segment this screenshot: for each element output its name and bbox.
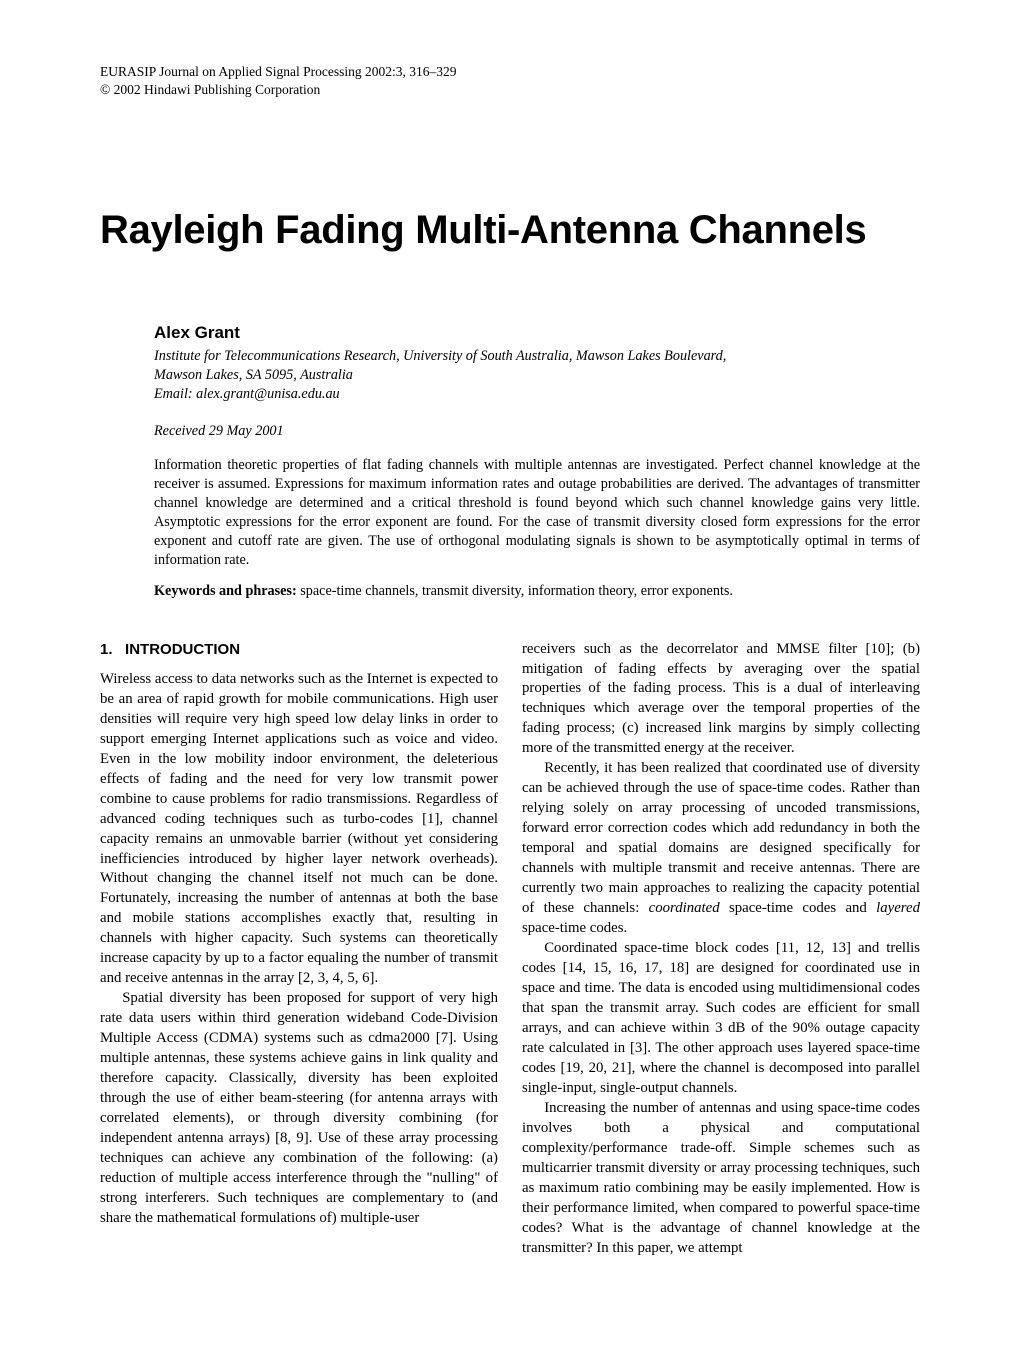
body-text-italic: layered xyxy=(876,900,920,916)
body-text: space-time codes and xyxy=(720,900,877,916)
author-email: alex.grant@unisa.edu.au xyxy=(196,386,339,402)
body-paragraph: Coordinated space-time block codes [11, … xyxy=(522,939,920,1099)
keywords-text: space-time channels, transmit diversity,… xyxy=(297,583,733,599)
section-title: INTRODUCTION xyxy=(125,641,240,658)
author-name: Alex Grant xyxy=(154,323,920,343)
affiliation-line-2: Mawson Lakes, SA 5095, Australia xyxy=(154,367,353,383)
author-block: Alex Grant Institute for Telecommunicati… xyxy=(154,323,920,405)
received-date: Received 29 May 2001 xyxy=(154,423,920,440)
author-affiliation: Institute for Telecommunications Researc… xyxy=(154,347,920,405)
body-text: space-time codes. xyxy=(522,920,627,936)
paper-title: Rayleigh Fading Multi-Antenna Channels xyxy=(100,208,920,253)
abstract-text: Information theoretic properties of flat… xyxy=(154,456,920,571)
section-number: 1. xyxy=(100,641,113,658)
keywords-label: Keywords and phrases: xyxy=(154,583,297,599)
section-1-heading: 1. INTRODUCTION xyxy=(100,640,498,660)
keywords-line: Keywords and phrases: space-time channel… xyxy=(154,583,920,600)
body-text: Recently, it has been realized that coor… xyxy=(522,760,920,916)
email-label: Email: xyxy=(154,386,196,402)
body-paragraph: Increasing the number of antennas and us… xyxy=(522,1099,920,1259)
journal-line: EURASIP Journal on Applied Signal Proces… xyxy=(100,64,920,80)
body-paragraph: receivers such as the decorrelator and M… xyxy=(522,640,920,760)
body-paragraph: Wireless access to data networks such as… xyxy=(100,670,498,990)
copyright-line: © 2002 Hindawi Publishing Corporation xyxy=(100,82,920,98)
body-paragraph: Recently, it has been realized that coor… xyxy=(522,759,920,939)
paper-page: EURASIP Journal on Applied Signal Proces… xyxy=(0,0,1020,1319)
body-columns: 1. INTRODUCTION Wireless access to data … xyxy=(100,640,920,1259)
body-paragraph: Spatial diversity has been proposed for … xyxy=(100,989,498,1229)
affiliation-line-1: Institute for Telecommunications Researc… xyxy=(154,348,726,364)
body-text-italic: coordinated xyxy=(649,900,720,916)
